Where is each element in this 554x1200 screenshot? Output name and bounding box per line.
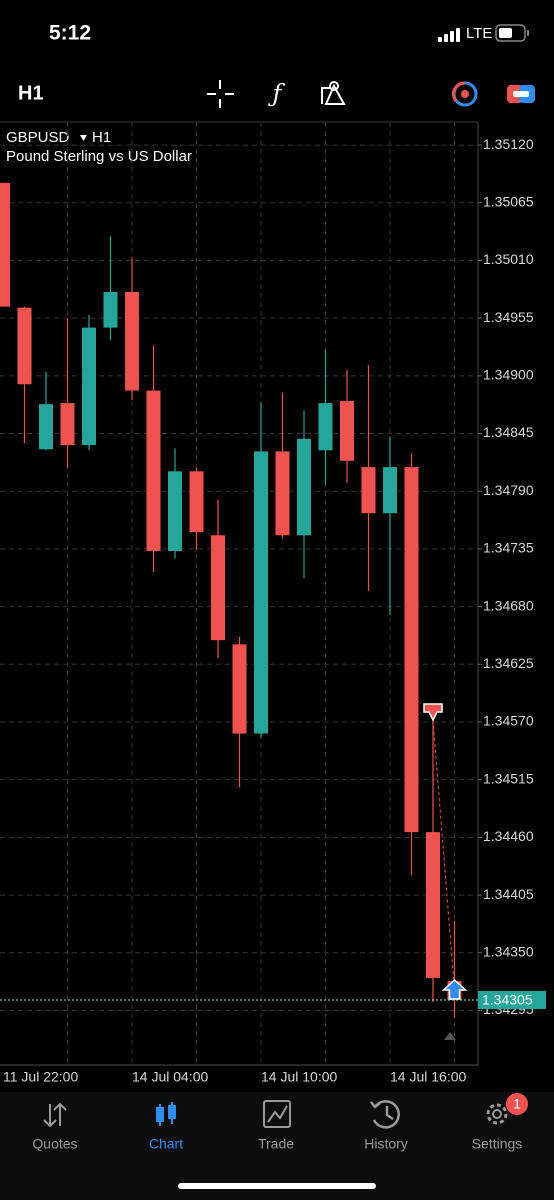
- candle-body: [60, 403, 75, 446]
- candle-body: [275, 451, 290, 536]
- candle-body: [361, 467, 376, 514]
- x-tick-label: 14 Jul 04:00: [132, 1069, 208, 1085]
- crosshair-button[interactable]: [207, 80, 234, 108]
- tab-bar: [0, 1092, 554, 1200]
- candle-body: [125, 291, 139, 391]
- trade-icon: [263, 1100, 291, 1128]
- sell-arrow: [423, 703, 443, 722]
- home-indicator: [178, 1183, 376, 1189]
- y-tick-label: 1.34735: [483, 540, 534, 556]
- candle-body: [211, 535, 225, 641]
- tab-label[interactable]: Quotes: [32, 1136, 77, 1152]
- symbol-label: GBPUSD: [6, 129, 70, 146]
- candle-body: [404, 467, 419, 833]
- objects-button[interactable]: [321, 81, 346, 105]
- x-tick-label: 14 Jul 10:00: [261, 1069, 337, 1085]
- candle-body: [232, 644, 247, 734]
- y-tick-label: 1.34460: [483, 828, 534, 844]
- y-tick-label: 1.34955: [483, 309, 534, 325]
- x-tick-label: 11 Jul 22:00: [3, 1069, 78, 1085]
- buy-arrow: [441, 978, 468, 1000]
- candle-body: [39, 404, 53, 450]
- candle-body: [146, 390, 161, 552]
- marks: [0, 182, 462, 1018]
- y-tick-label: 1.34515: [483, 770, 534, 786]
- candle-body: [340, 401, 354, 461]
- chart-icon: [156, 1102, 176, 1126]
- candle-body: [0, 182, 10, 307]
- y-tick-label: 1.35010: [483, 251, 534, 267]
- candle-body: [189, 471, 204, 533]
- settings-badge-count: 1: [513, 1096, 521, 1112]
- x-tick-label: 14 Jul 16:00: [390, 1069, 466, 1085]
- y-tick-label: 1.34845: [483, 424, 534, 440]
- candle-body: [168, 471, 182, 552]
- network-label: LTE: [466, 25, 492, 42]
- chart: [0, 121, 479, 1066]
- scroll-marker: [444, 1032, 456, 1040]
- candle-body: [297, 438, 311, 536]
- candle-body: [426, 832, 440, 978]
- candle-body: [82, 327, 96, 446]
- trading-button[interactable]: [451, 81, 478, 107]
- indicators-button[interactable]: ƒ: [268, 80, 286, 108]
- dropdown-arrow: [80, 135, 87, 141]
- chart-timeframe: H1: [92, 129, 111, 146]
- windows-button[interactable]: [507, 85, 535, 103]
- settings-icon: [486, 1103, 508, 1125]
- candle-body: [103, 291, 118, 328]
- candle-body: [17, 307, 32, 385]
- y-tick-label: 1.34405: [483, 886, 534, 902]
- y-tick-label: 1.35065: [483, 193, 534, 209]
- tab-label[interactable]: History: [364, 1136, 408, 1152]
- battery-icon: [495, 24, 529, 42]
- candle-body: [254, 451, 268, 734]
- candle-body: [318, 403, 333, 451]
- tab-label[interactable]: Chart: [149, 1136, 183, 1152]
- current-price-label: 1.34305: [482, 992, 533, 1008]
- y-tick-label: 1.34570: [483, 713, 534, 729]
- tab-label[interactable]: Trade: [258, 1136, 294, 1152]
- current-price-tag: [478, 990, 546, 1009]
- clock: 5:12: [49, 22, 91, 45]
- y-tick-label: 1.34790: [483, 482, 534, 498]
- settings-badge: [506, 1093, 528, 1115]
- tab-label[interactable]: Settings: [472, 1136, 523, 1152]
- symbol-description: Pound Sterling vs US Dollar: [6, 148, 192, 165]
- y-tick-label: 1.34900: [483, 367, 534, 383]
- timeframe-button[interactable]: H1: [18, 82, 44, 104]
- y-tick-label: 1.34350: [483, 943, 534, 959]
- y-tick-label: 1.35120: [483, 136, 534, 152]
- candle-body: [383, 467, 397, 514]
- quotes-icon: [43, 1102, 67, 1128]
- history-icon: [370, 1100, 400, 1129]
- y-tick-label: 1.34625: [483, 655, 534, 671]
- signal-icon: [438, 28, 460, 42]
- y-tick-label: 1.34680: [483, 597, 534, 613]
